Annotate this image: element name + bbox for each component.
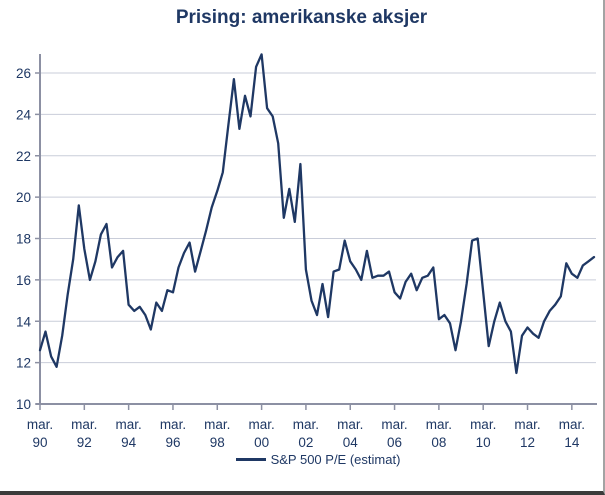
y-tick-label: 22 bbox=[16, 149, 31, 164]
data-line-sp500-pe bbox=[38, 53, 596, 375]
x-tick-label-month: mar. bbox=[559, 417, 585, 432]
x-tick-label-year: 90 bbox=[32, 435, 47, 450]
x-tick-label-year: 12 bbox=[520, 435, 535, 450]
x-tick-label-month: mar. bbox=[514, 417, 540, 432]
x-tick-label-year: 00 bbox=[254, 435, 269, 450]
x-tick-label-month: mar. bbox=[27, 417, 53, 432]
x-tick-label-year: 08 bbox=[431, 435, 446, 450]
y-tick-label: 12 bbox=[16, 356, 31, 371]
x-tick-label-year: 94 bbox=[121, 435, 137, 450]
y-tick-label: 18 bbox=[16, 232, 31, 247]
x-tick-label-month: mar. bbox=[204, 417, 230, 432]
y-tick-label: 20 bbox=[16, 190, 31, 205]
y-tick-label: 24 bbox=[16, 107, 32, 122]
x-tick-label-month: mar. bbox=[71, 417, 97, 432]
x-tick-label-year: 98 bbox=[210, 435, 225, 450]
x-tick-label-year: 92 bbox=[77, 435, 92, 450]
x-tick-label-year: 96 bbox=[165, 435, 180, 450]
x-tick-label-year: 02 bbox=[298, 435, 313, 450]
x-tick-label-month: mar. bbox=[293, 417, 319, 432]
y-tick-label: 10 bbox=[16, 397, 31, 412]
chart-title: Prising: amerikanske aksjer bbox=[175, 7, 428, 28]
x-tick-label-month: mar. bbox=[470, 417, 496, 432]
legend-label: S&P 500 P/E (estimat) bbox=[270, 452, 401, 467]
legend: S&P 500 P/E (estimat) bbox=[40, 452, 596, 467]
x-tick-label-month: mar. bbox=[160, 417, 186, 432]
x-tick-label-year: 14 bbox=[564, 435, 580, 450]
x-tick-label-month: mar. bbox=[116, 417, 142, 432]
y-tick-label: 14 bbox=[16, 314, 32, 329]
x-tick-label-month: mar. bbox=[381, 417, 407, 432]
x-tick-label-month: mar. bbox=[426, 417, 452, 432]
y-tick-label: 26 bbox=[16, 66, 31, 81]
x-tick-label-month: mar. bbox=[337, 417, 363, 432]
y-tick-label: 16 bbox=[16, 273, 31, 288]
x-tick-label-year: 04 bbox=[343, 435, 359, 450]
legend-line-swatch bbox=[235, 458, 266, 461]
x-tick-label-year: 06 bbox=[387, 435, 402, 450]
x-tick-label-month: mar. bbox=[248, 417, 274, 432]
x-tick-label-year: 10 bbox=[476, 435, 491, 450]
